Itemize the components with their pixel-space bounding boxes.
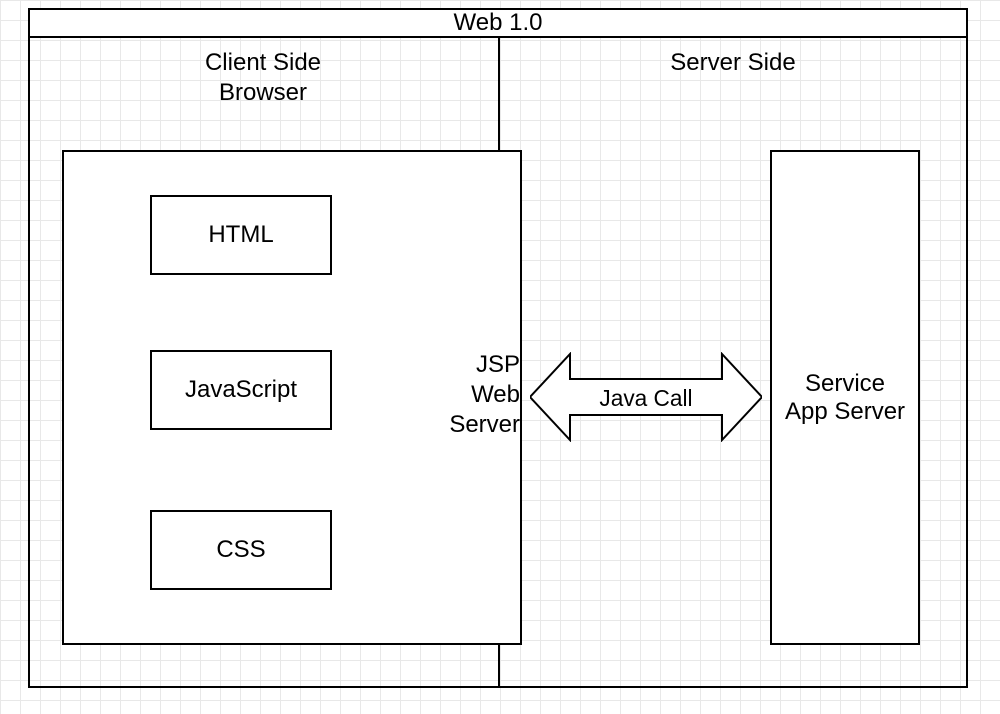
tech-label: JavaScript [185, 376, 297, 404]
tech-box-html: HTML [150, 195, 332, 275]
title-box: Web 1.0 [28, 8, 968, 38]
jsp-label-line2: Web Server [400, 380, 520, 440]
diagram-title: Web 1.0 [454, 9, 543, 37]
client-header-line1: Client Side [28, 48, 498, 78]
server-header-text: Server Side [670, 49, 795, 76]
tech-box-css: CSS [150, 510, 332, 590]
client-header: Client Side Browser [28, 48, 498, 108]
service-box: Service App Server [770, 150, 920, 645]
jsp-label-line1: JSP [400, 350, 520, 380]
client-header-line2: Browser [28, 78, 498, 108]
jsp-webserver-label: JSP Web Server [400, 350, 520, 440]
service-label-line2: App Server [785, 398, 905, 426]
tech-label: HTML [208, 221, 273, 249]
tech-label: CSS [216, 536, 265, 564]
server-header: Server Side [498, 48, 968, 78]
arrow-label: Java Call [570, 385, 722, 412]
service-label-line1: Service [785, 370, 905, 398]
tech-box-javascript: JavaScript [150, 350, 332, 430]
